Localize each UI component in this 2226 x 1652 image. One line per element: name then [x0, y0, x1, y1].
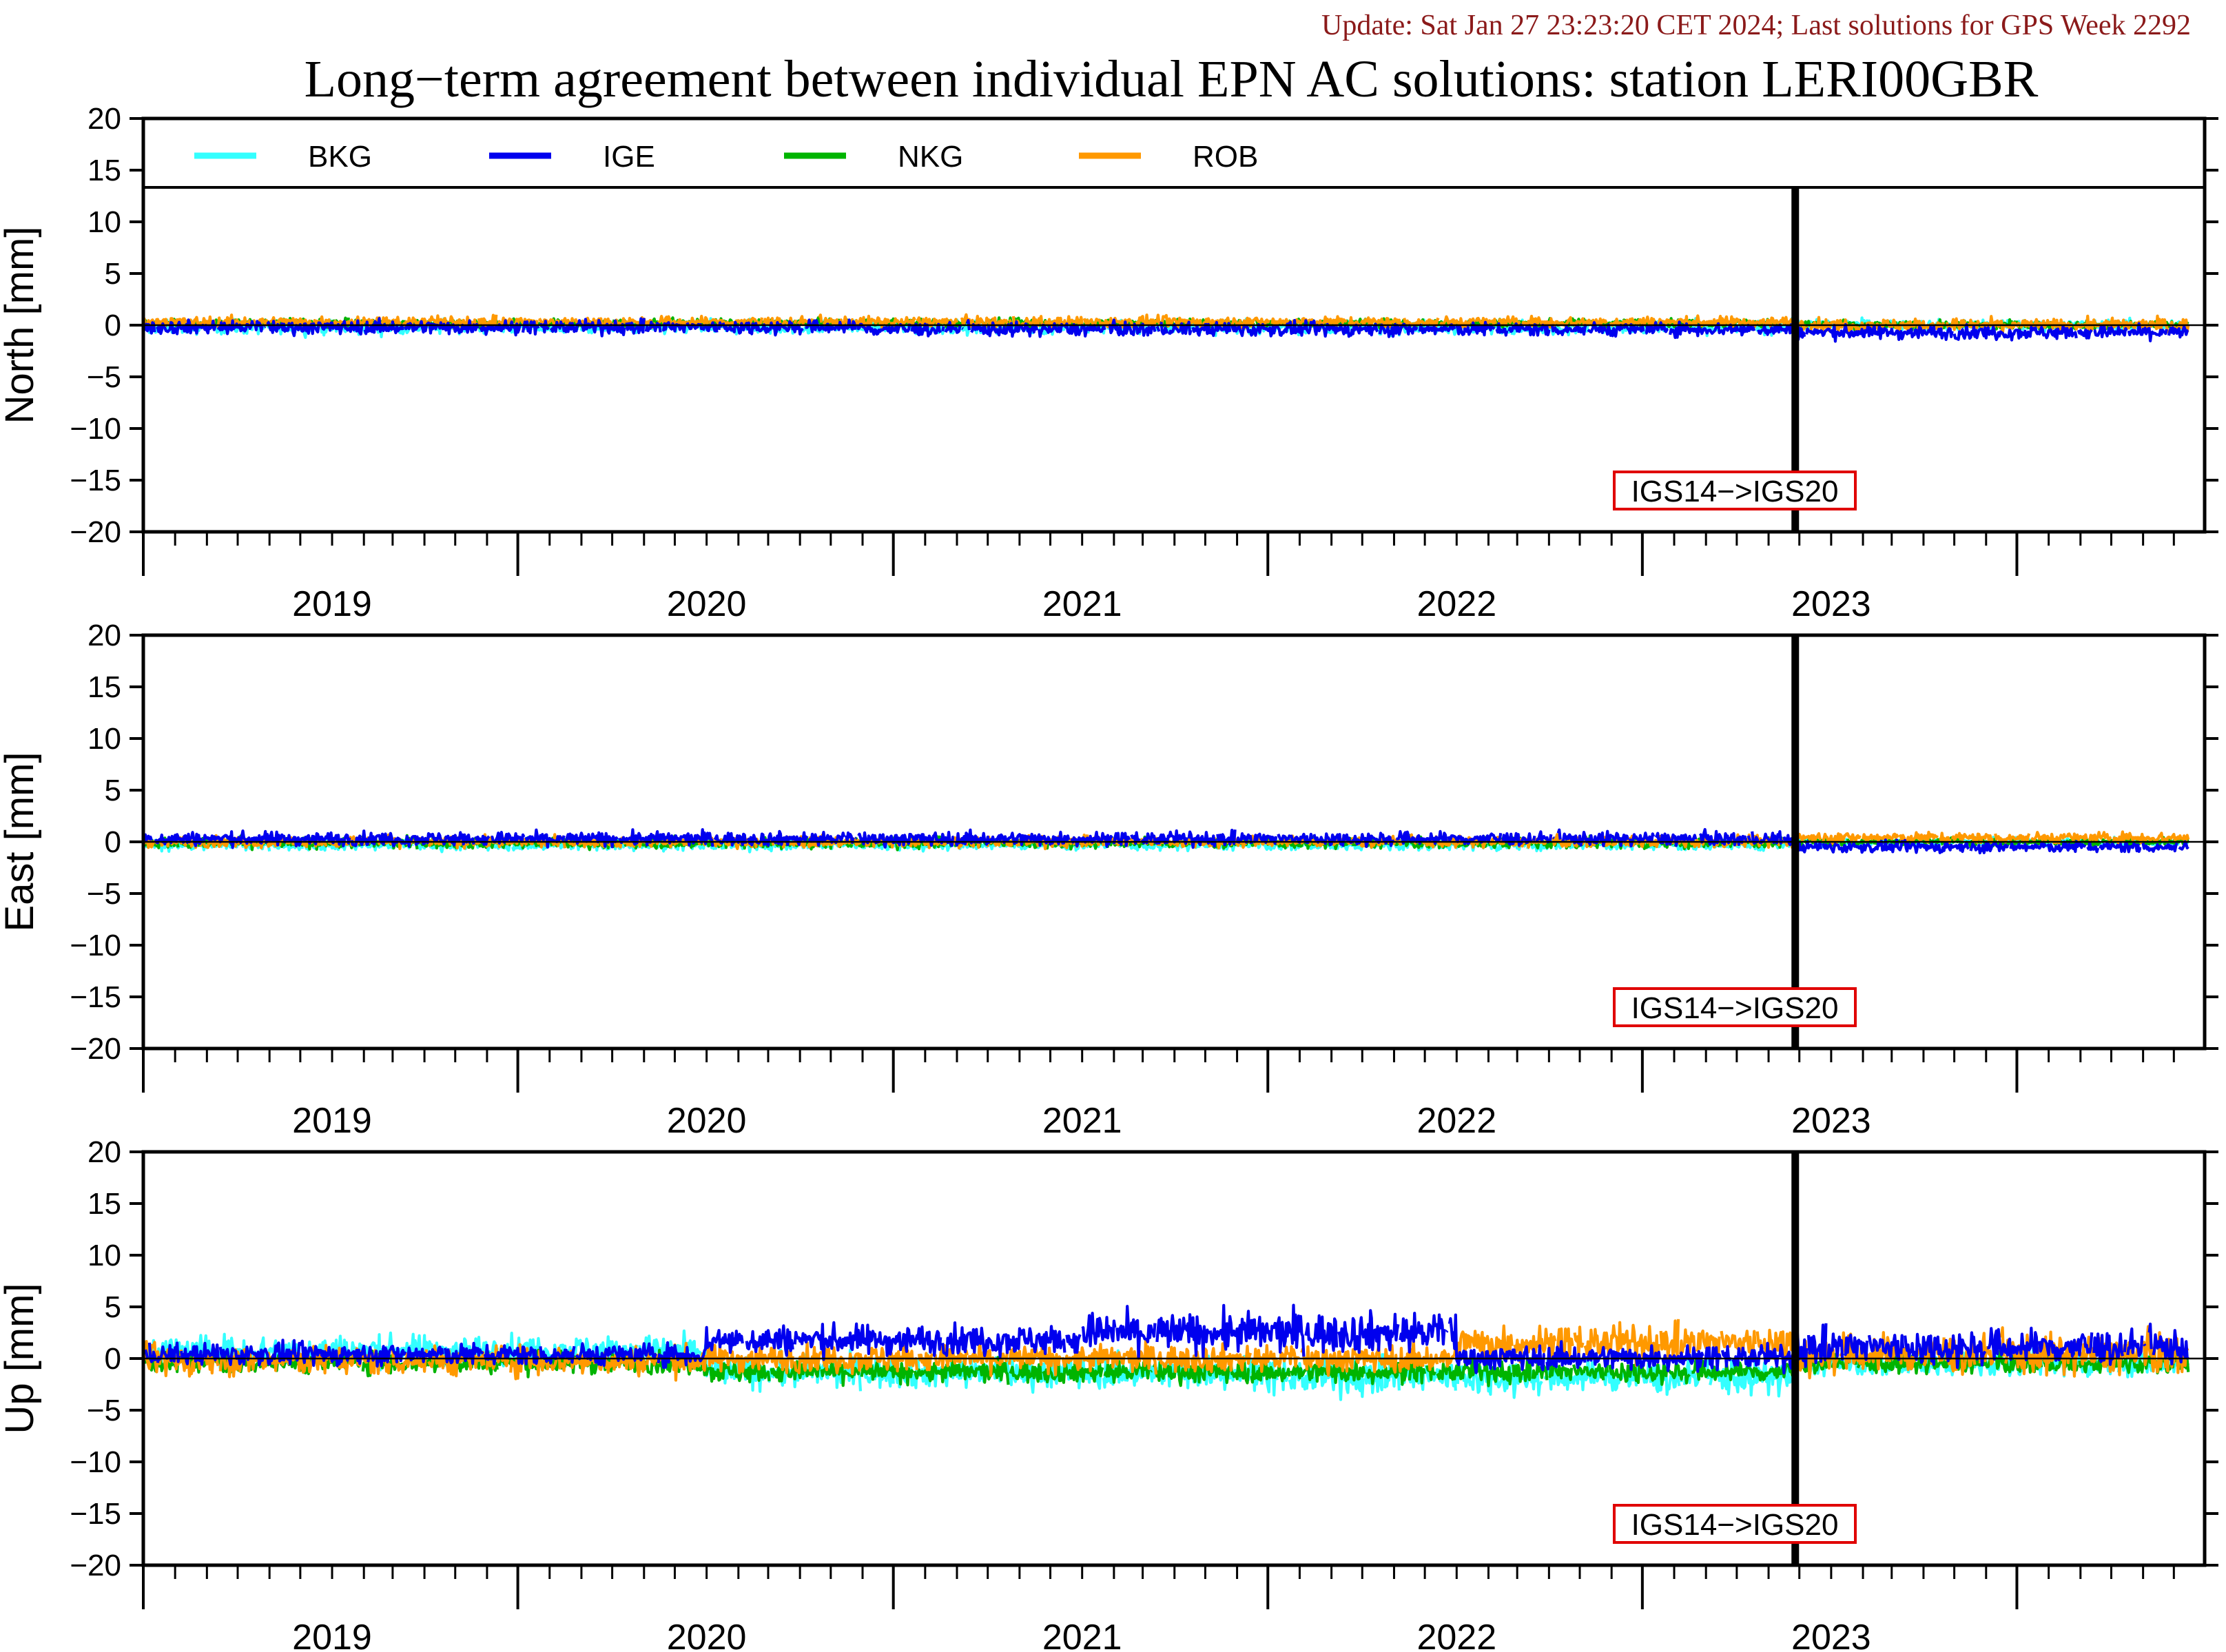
update-timestamp: Update: Sat Jan 27 23:23:20 CET 2024; La…	[1321, 10, 2191, 41]
y-tick-label: −5	[87, 360, 121, 394]
y-tick-label: 20	[87, 1135, 121, 1169]
x-year-label: 2020	[667, 584, 747, 624]
annotation-box	[1613, 987, 1857, 1027]
legend-label-rob: ROB	[1193, 140, 1258, 174]
y-tick-label: −20	[70, 1032, 121, 1066]
y-tick-label: −10	[70, 412, 121, 446]
x-year-label: 2022	[1416, 1101, 1496, 1141]
plot-area	[143, 313, 2190, 343]
y-tick-label: −15	[70, 980, 121, 1014]
y-tick-label: −5	[87, 1394, 121, 1427]
x-year-label: 2023	[1791, 1618, 1871, 1652]
y-tick-label: 15	[87, 1187, 121, 1221]
x-year-label: 2023	[1791, 1101, 1871, 1141]
y-tick-label: 20	[87, 102, 121, 136]
legend-label-ige: IGE	[603, 140, 655, 174]
x-year-label: 2019	[292, 1618, 372, 1652]
y-tick-label: 15	[87, 670, 121, 704]
x-year-label: 2021	[1042, 584, 1122, 624]
plot-area	[143, 1303, 2190, 1401]
legend-label-bkg: BKG	[308, 140, 372, 174]
x-year-label: 2021	[1042, 1101, 1122, 1141]
y-tick-label: −10	[70, 1445, 121, 1479]
y-tick-label: 10	[87, 722, 121, 756]
y-tick-label: 0	[105, 1342, 121, 1376]
y-tick-label: 5	[105, 774, 121, 807]
y-tick-label: 0	[105, 309, 121, 342]
y-tick-label: −20	[70, 1549, 121, 1582]
annotation-label: IGS14−>IGS20	[1631, 475, 1839, 508]
panel-east: IGS14−>IGS20 −20 −15 −10 −5 0 5 10 15 20 East [mm]…	[0, 619, 2218, 1141]
y-tick-label: −5	[87, 877, 121, 911]
y-tick-label: 0	[105, 825, 121, 859]
x-year-label: 2021	[1042, 1618, 1122, 1652]
y-tick-label: −15	[70, 464, 121, 497]
y-tick-label: 10	[87, 1239, 121, 1272]
y-tick-label: 15	[87, 154, 121, 187]
x-year-label: 2022	[1416, 1618, 1496, 1652]
x-year-label: 2019	[292, 1101, 372, 1141]
annotation-box	[1613, 1504, 1857, 1544]
y-tick-label: −20	[70, 515, 121, 549]
annotation-label: IGS14−>IGS20	[1631, 991, 1839, 1025]
x-year-label: 2020	[667, 1618, 747, 1652]
x-year-label: 2020	[667, 1101, 747, 1141]
y-tick-label: 5	[105, 1290, 121, 1324]
y-tick-label: 20	[87, 619, 121, 652]
legend-label-nkg: NKG	[898, 140, 963, 174]
y-axis-label: Up [mm]	[0, 1283, 42, 1434]
y-axis-label: North [mm]	[0, 227, 42, 424]
x-year-label: 2023	[1791, 584, 1871, 624]
x-year-label: 2019	[292, 584, 372, 624]
y-tick-label: 10	[87, 205, 121, 239]
y-tick-label: −15	[70, 1497, 121, 1531]
y-tick-label: −10	[70, 929, 121, 962]
y-axis-label: East [mm]	[0, 752, 42, 931]
annotation-label: IGS14−>IGS20	[1631, 1508, 1839, 1542]
series-line-ige	[143, 1303, 2189, 1375]
panel-north: IGS14−>IGS20 −20 −15 −10 −5 0 5 10 15 20 North [mm…	[0, 102, 2218, 624]
plot-frame-top	[141, 116, 2207, 534]
panel-up: IGS14−>IGS20 −20 −15 −10 −5 0 5 10 15 20 Up [mm] 20…	[0, 1135, 2218, 1652]
panels-group: IGS14−>IGS20 −20 −15 −10 −5 0 5 10 15 20 North [mm…	[0, 102, 2218, 1652]
x-year-label: 2022	[1416, 584, 1496, 624]
chart-title: Long−term agreement between individual E…	[305, 50, 2039, 108]
annotation-box	[1613, 471, 1857, 510]
y-tick-label: 5	[105, 257, 121, 291]
legend-background	[145, 120, 2203, 186]
